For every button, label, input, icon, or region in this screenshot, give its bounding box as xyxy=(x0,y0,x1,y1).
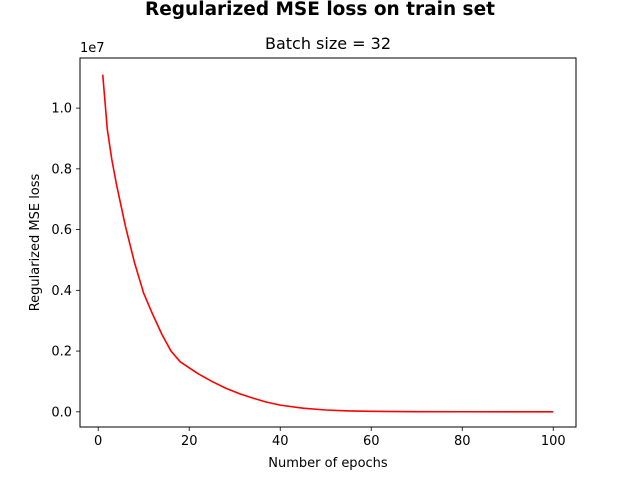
x-tick-label: 80 xyxy=(454,434,471,449)
x-tick-label: 20 xyxy=(181,434,198,449)
y-tick-label: 1.0 xyxy=(51,102,72,117)
y-tick-label: 0.0 xyxy=(51,405,72,420)
plot-frame xyxy=(79,57,577,428)
x-tick-label: 100 xyxy=(541,434,566,449)
x-axis-label: Number of epochs xyxy=(268,456,388,471)
plot-area xyxy=(80,58,576,427)
y-tick-label: 0.2 xyxy=(51,345,72,360)
x-ticks: 0 20 40 60 80 100 xyxy=(94,427,566,449)
y-tick-label: 0.4 xyxy=(51,284,72,299)
y-offset-label: 1e7 xyxy=(80,41,105,56)
series-layer xyxy=(101,74,554,413)
y-ticks: 0.0 0.2 0.4 0.6 0.8 1.0 xyxy=(51,102,80,420)
y-tick-label: 0.8 xyxy=(51,162,72,177)
chart-title: Batch size = 32 xyxy=(265,34,391,53)
series-line-0 xyxy=(101,74,554,413)
y-axis-label: Regularized MSE loss xyxy=(28,173,43,311)
x-tick-label: 60 xyxy=(363,434,380,449)
x-tick-label: 0 xyxy=(94,434,102,449)
y-tick-label: 0.6 xyxy=(51,223,72,238)
x-tick-label: 40 xyxy=(272,434,289,449)
chart-suptitle: Regularized MSE loss on train set xyxy=(145,0,495,20)
